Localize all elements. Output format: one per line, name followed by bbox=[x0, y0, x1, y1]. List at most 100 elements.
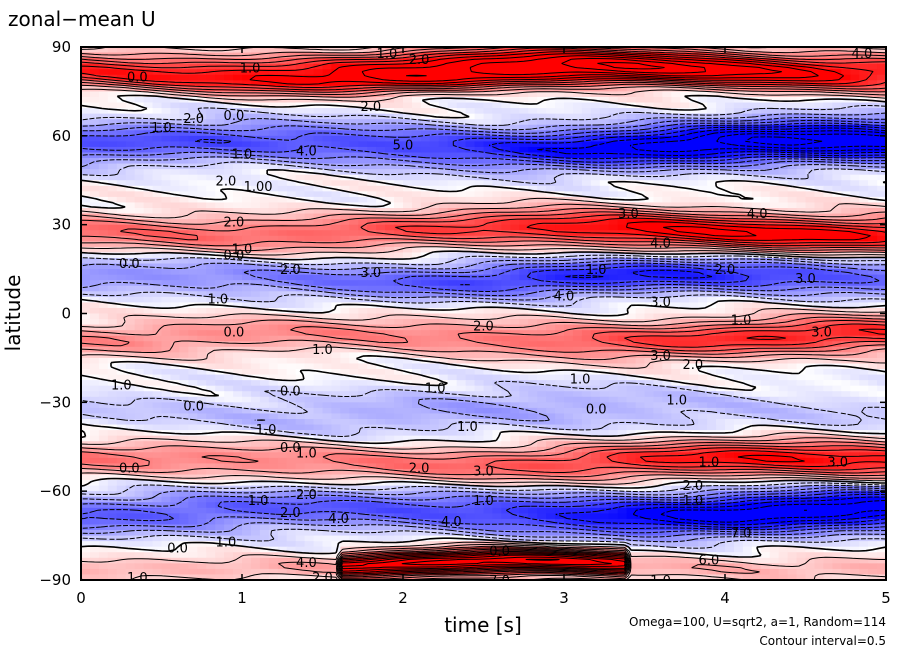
heatmap-cell bbox=[304, 241, 315, 248]
heatmap-cell bbox=[250, 241, 261, 248]
heatmap-cell bbox=[197, 324, 207, 331]
heatmap-cell bbox=[590, 169, 601, 176]
heatmap-cell bbox=[268, 235, 279, 242]
heatmap-cell bbox=[268, 174, 279, 181]
heatmap-cell bbox=[277, 274, 288, 281]
heatmap-cell bbox=[501, 58, 511, 65]
heatmap-cell bbox=[617, 302, 628, 309]
heatmap-cell bbox=[635, 235, 646, 242]
heatmap-cell bbox=[286, 169, 297, 176]
heatmap-cell bbox=[832, 313, 842, 320]
heatmap-cell bbox=[152, 341, 163, 348]
heatmap-cell bbox=[197, 330, 207, 337]
heatmap-cell bbox=[295, 330, 306, 337]
heatmap-cell bbox=[143, 130, 154, 137]
heatmap-cell bbox=[680, 296, 690, 303]
heatmap-cell bbox=[98, 246, 109, 254]
heatmap-cell bbox=[465, 69, 476, 76]
heatmap-cell bbox=[98, 330, 109, 337]
heatmap-cell bbox=[259, 230, 270, 237]
heatmap-cell bbox=[823, 341, 833, 348]
heatmap-cell bbox=[707, 341, 717, 348]
heatmap-cell bbox=[850, 263, 860, 270]
heatmap-cell bbox=[134, 158, 145, 165]
heatmap-cell bbox=[206, 280, 216, 287]
heatmap-cell bbox=[796, 130, 807, 137]
heatmap-cell bbox=[564, 246, 574, 254]
heatmap-cell bbox=[644, 307, 655, 315]
heatmap-cell bbox=[215, 241, 225, 248]
heatmap-cell bbox=[295, 135, 306, 142]
heatmap-cell bbox=[492, 341, 502, 348]
heatmap-cell bbox=[501, 185, 511, 192]
heatmap-cell bbox=[456, 135, 467, 142]
heatmap-cell bbox=[411, 213, 422, 220]
heatmap-cell bbox=[367, 80, 377, 87]
heatmap-cell bbox=[242, 230, 252, 237]
heatmap-cell bbox=[367, 135, 377, 142]
heatmap-cell bbox=[707, 174, 717, 181]
heatmap-cell bbox=[215, 208, 225, 215]
heatmap-cell bbox=[250, 91, 261, 98]
heatmap-cell bbox=[394, 313, 404, 320]
heatmap-cell bbox=[474, 47, 485, 54]
heatmap-cell bbox=[447, 219, 458, 226]
heatmap-cell bbox=[546, 191, 556, 198]
heatmap-cell bbox=[572, 246, 583, 254]
heatmap-cell bbox=[662, 313, 672, 320]
heatmap-cell bbox=[143, 307, 154, 315]
heatmap-cell bbox=[626, 113, 637, 120]
heatmap-cell bbox=[733, 202, 744, 209]
heatmap-cell bbox=[537, 219, 547, 226]
heatmap-cell bbox=[313, 219, 324, 226]
heatmap-cell bbox=[590, 302, 601, 309]
heatmap-cell bbox=[268, 169, 279, 176]
heatmap-cell bbox=[170, 69, 180, 76]
heatmap-cell bbox=[555, 74, 565, 81]
heatmap-cell bbox=[581, 335, 592, 342]
heatmap-cell bbox=[331, 241, 341, 248]
heatmap-cell bbox=[143, 213, 154, 220]
heatmap-cell bbox=[143, 324, 154, 331]
heatmap-cell bbox=[751, 330, 762, 337]
heatmap-cell bbox=[760, 202, 771, 209]
heatmap-cell bbox=[134, 346, 145, 353]
heatmap-cell bbox=[832, 91, 842, 98]
heatmap-cell bbox=[483, 280, 494, 287]
heatmap-cell bbox=[572, 307, 583, 315]
heatmap-cell bbox=[823, 269, 833, 276]
heatmap-cell bbox=[868, 263, 878, 270]
heatmap-cell bbox=[671, 230, 681, 237]
heatmap-cell bbox=[403, 241, 413, 248]
heatmap-cell bbox=[98, 319, 109, 326]
heatmap-cell bbox=[313, 202, 324, 209]
heatmap-cell bbox=[116, 91, 127, 98]
heatmap-cell bbox=[358, 96, 368, 104]
heatmap-cell bbox=[725, 108, 735, 115]
heatmap-cell bbox=[107, 196, 118, 204]
heatmap-cell bbox=[134, 208, 145, 215]
heatmap-cell bbox=[170, 130, 180, 137]
heatmap-cell bbox=[760, 246, 771, 254]
heatmap-cell bbox=[796, 52, 807, 59]
heatmap-cell bbox=[170, 291, 180, 298]
heatmap-cell bbox=[483, 269, 494, 276]
heatmap-cell bbox=[653, 191, 663, 198]
heatmap-cell bbox=[81, 96, 91, 104]
heatmap-cell bbox=[581, 130, 592, 137]
heatmap-cell bbox=[259, 202, 270, 209]
heatmap-cell bbox=[850, 335, 860, 342]
heatmap-cell bbox=[680, 291, 690, 298]
heatmap-cell bbox=[367, 246, 377, 254]
heatmap-cell bbox=[698, 196, 708, 204]
heatmap-cell bbox=[376, 158, 386, 165]
heatmap-cell bbox=[250, 313, 261, 320]
heatmap-cell bbox=[868, 224, 878, 231]
heatmap-cell bbox=[751, 346, 762, 353]
heatmap-cell bbox=[474, 263, 485, 270]
heatmap-cell bbox=[590, 146, 601, 154]
heatmap-cell bbox=[590, 124, 601, 131]
heatmap-cell bbox=[510, 191, 520, 198]
heatmap-cell bbox=[841, 319, 851, 326]
heatmap-cell bbox=[555, 185, 565, 192]
